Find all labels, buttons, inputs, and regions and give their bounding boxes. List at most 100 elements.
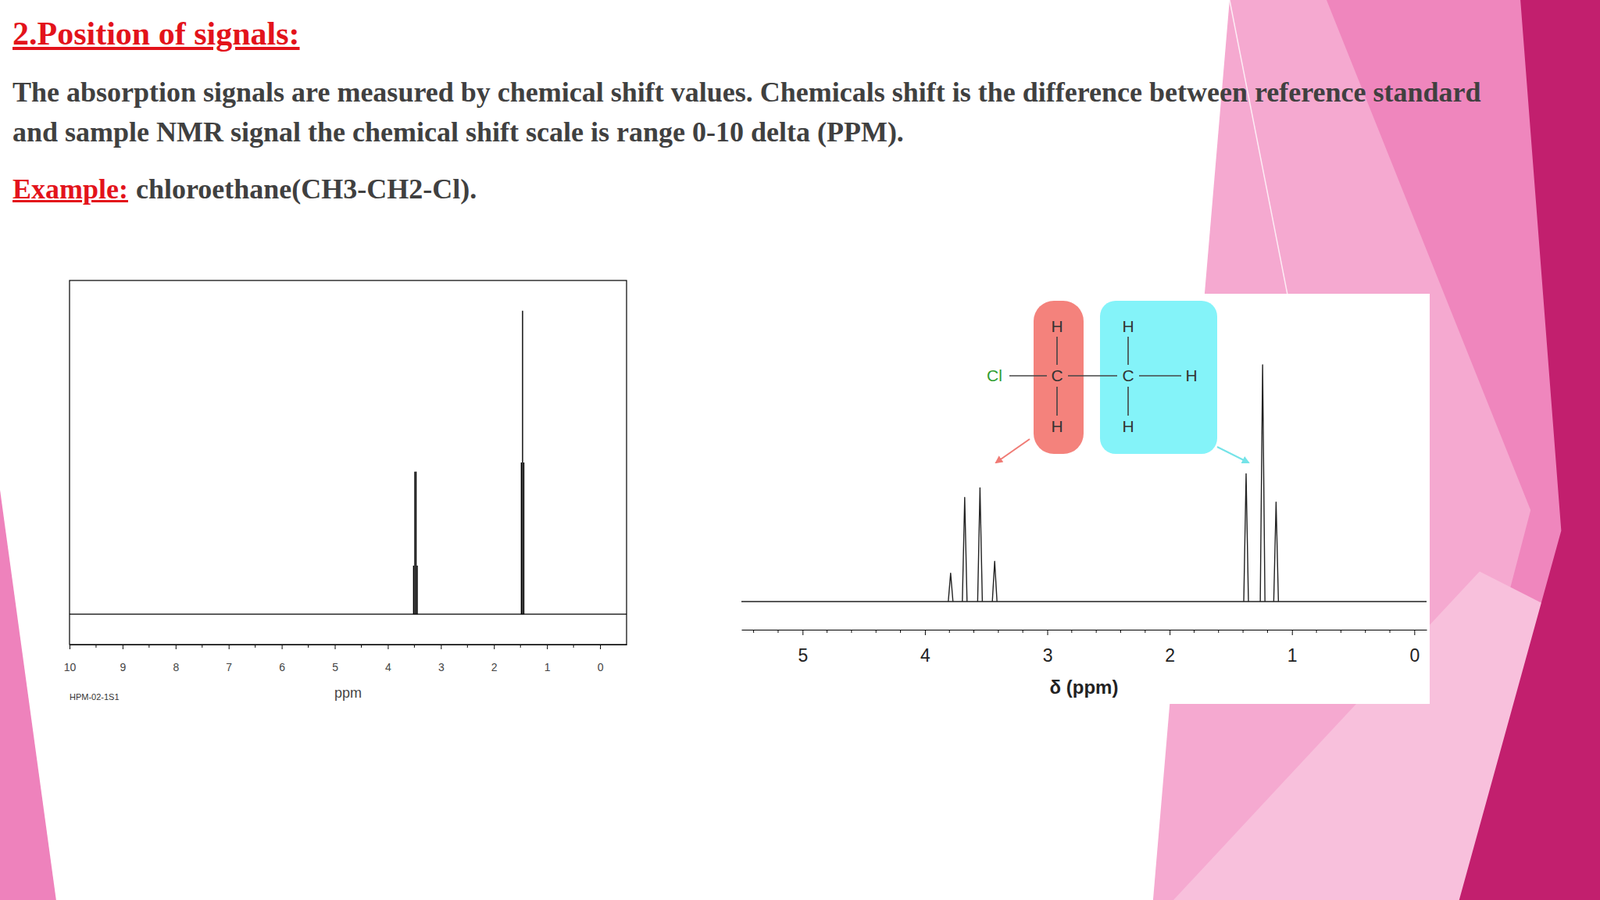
tick-mark: [600, 644, 601, 650]
minor-tick-mark: [1217, 629, 1219, 633]
slide: 109876543210ppmHPM-02-1S1543210δ (ppm)Cl…: [0, 0, 1600, 900]
x-tick: 7: [225, 644, 233, 674]
tick-mark: [335, 644, 336, 650]
bond: [1056, 336, 1058, 365]
minor-tick-mark: [1316, 629, 1318, 633]
x-tick: 4: [920, 629, 931, 666]
minor-ticks: [753, 629, 1390, 633]
tick-mark: [1292, 629, 1293, 636]
minor-tick-mark: [360, 644, 362, 648]
x-tick: 2: [1164, 629, 1175, 666]
decor-shape: [1459, 0, 1600, 900]
x-axis: 109876543210: [64, 644, 628, 674]
tick-mark: [546, 644, 548, 650]
peak: [415, 471, 417, 615]
atom: C: [1050, 366, 1063, 385]
atom: H: [1050, 417, 1063, 436]
baseline: [741, 600, 1427, 602]
chart-background: [741, 293, 1430, 704]
minor-tick-mark: [1144, 629, 1146, 633]
tick-mark: [1169, 629, 1171, 636]
minor-tick-mark: [1022, 629, 1024, 633]
tick-mark: [925, 629, 926, 636]
atom: H: [1121, 317, 1134, 336]
arrow: [996, 439, 1030, 463]
arrow: [1217, 446, 1249, 463]
x-tick: 3: [1042, 629, 1054, 666]
atom: H: [1050, 317, 1063, 336]
structure: Cl C C H H H H H: [986, 300, 1249, 463]
tick-label: 1: [1287, 645, 1298, 666]
minor-tick-mark: [1340, 629, 1342, 633]
peak: [1260, 364, 1265, 602]
caption: HPM-02-1S1: [69, 692, 120, 702]
tick-label: 1: [544, 660, 551, 674]
tick-mark: [1414, 629, 1415, 636]
baseline: [69, 613, 627, 615]
decoration: [0, 0, 1600, 900]
peak: [962, 497, 968, 602]
atom: C: [1121, 366, 1134, 385]
decor-shape: [0, 489, 57, 900]
x-tick: 1: [1287, 629, 1298, 666]
minor-tick-mark: [1096, 629, 1097, 633]
peak: [521, 462, 522, 615]
tick-mark: [69, 644, 71, 650]
minor-tick-mark: [826, 629, 828, 633]
x-tick: 10: [64, 644, 77, 674]
tick-label: 3: [1042, 645, 1054, 666]
minor-tick-mark: [875, 629, 877, 633]
atom: Cl: [986, 366, 1003, 385]
minor-tick-mark: [414, 644, 415, 648]
x-tick: 8: [172, 644, 179, 674]
atom: H: [1121, 417, 1134, 436]
x-tick: 0: [1409, 629, 1420, 666]
paragraph: The absorption signals are measured by c…: [12, 72, 1482, 153]
minor-tick-mark: [949, 629, 950, 633]
minor-tick-mark: [573, 644, 575, 648]
minor-tick-mark: [520, 644, 522, 648]
minor-tick-mark: [900, 629, 901, 633]
decor-line: [1229, 0, 1288, 297]
peak: [521, 310, 523, 615]
tick-mark: [122, 644, 124, 650]
heading: 2.Position of signals:: [12, 14, 300, 53]
x-tick: 5: [797, 629, 808, 666]
atom: H: [1185, 366, 1197, 385]
peak: [992, 560, 997, 602]
minor-ticks: [96, 644, 574, 648]
highlight-ch3: [1100, 300, 1218, 454]
minor-tick-mark: [254, 644, 256, 648]
peak: [523, 462, 525, 615]
x-tick: 3: [438, 644, 445, 674]
minor-tick-mark: [95, 644, 97, 648]
example-label: Example:: [12, 173, 136, 205]
peak: [1243, 473, 1249, 602]
tick-label: 10: [64, 660, 77, 674]
tick-mark: [387, 644, 389, 650]
x-tick: 4: [385, 644, 392, 674]
tick-label: 2: [1164, 645, 1175, 666]
tick-label: 5: [332, 660, 339, 674]
tick-label: 8: [172, 660, 179, 674]
x-axis-line: [70, 644, 628, 646]
tick-mark: [1047, 629, 1049, 636]
plot-marks: [69, 310, 627, 615]
tick-label: 7: [225, 660, 233, 674]
bond: [1127, 386, 1129, 416]
bond: [1139, 375, 1182, 377]
bond: [1009, 375, 1047, 377]
example-line: Example:chloroethane(CH3-CH2-Cl).: [12, 169, 477, 210]
peak: [414, 471, 415, 615]
chart: 543210δ (ppm)ClCCHHHHH: [741, 293, 1430, 704]
tick-mark: [440, 644, 442, 650]
tick-mark: [282, 644, 283, 650]
minor-tick-mark: [1267, 629, 1268, 633]
x-axis-line: [742, 629, 1428, 631]
x-tick: 2: [491, 644, 498, 674]
bond: [1056, 386, 1058, 416]
tick-label: 3: [438, 660, 445, 674]
minor-tick-mark: [850, 629, 852, 633]
minor-tick-mark: [201, 644, 203, 648]
x-axis-title: ppm: [334, 685, 362, 701]
